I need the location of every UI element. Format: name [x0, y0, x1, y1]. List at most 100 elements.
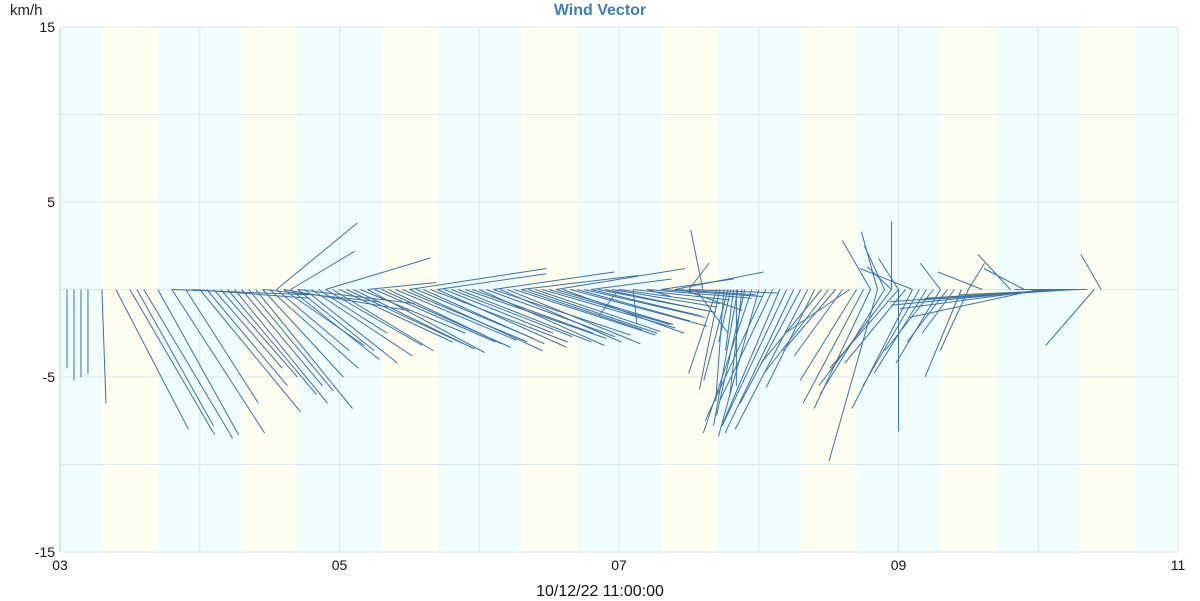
wind-vector-67 — [583, 289, 706, 318]
wind-vector-9 — [157, 289, 239, 435]
wind-vector-78 — [171, 289, 310, 296]
wind-vector-26 — [297, 289, 375, 352]
wind-vector-154 — [937, 271, 983, 290]
wind-vector-15 — [220, 289, 298, 378]
wind-vector-122 — [760, 289, 823, 364]
wind-vector-46 — [437, 289, 567, 348]
wind-vector-66 — [576, 289, 691, 322]
wind-vector-10 — [171, 289, 266, 434]
wind-vector-79 — [192, 289, 310, 299]
wind-vector-49 — [458, 289, 592, 343]
wind-vector-16 — [227, 289, 317, 395]
wind-vector-143 — [939, 289, 969, 351]
wind-vector-68 — [590, 289, 701, 317]
wind-vector-59 — [528, 289, 658, 334]
wind-vector-100 — [681, 289, 743, 311]
wind-vector-19 — [248, 289, 334, 392]
wind-vector-13 — [206, 289, 288, 387]
wind-vector-60 — [534, 289, 661, 332]
wind-vector-87 — [409, 268, 547, 290]
wind-vector-70 — [604, 289, 707, 311]
wind-vector-97 — [674, 271, 764, 290]
wind-vector-133 — [829, 289, 899, 369]
wind-vector-7 — [136, 289, 214, 427]
wind-vector-71 — [611, 289, 718, 308]
wind-vector-20 — [255, 289, 353, 409]
wind-vector-62 — [548, 289, 671, 325]
wind-vector-106 — [718, 289, 732, 343]
wind-vector-98 — [688, 262, 710, 290]
wind-vector-52 — [479, 289, 605, 346]
wind-vector-88 — [437, 273, 547, 290]
x-tick-label: 05 — [332, 557, 348, 573]
wind-vector-39 — [388, 289, 502, 345]
wind-vector-33 — [346, 289, 464, 345]
wind-vector-104 — [715, 289, 725, 402]
wind-vector-114 — [704, 289, 767, 421]
wind-vector-31 — [332, 289, 434, 352]
wind-vector-120 — [734, 289, 809, 430]
wind-vector-48 — [451, 289, 573, 338]
wind-vector-40 — [395, 289, 517, 341]
wind-vector-55 — [500, 289, 622, 343]
y-tick-label: -15 — [35, 544, 55, 560]
wind-vector-17 — [234, 289, 328, 404]
wind-vector-152 — [919, 262, 941, 290]
wind-vector-118 — [724, 289, 795, 434]
y-tick-label: -5 — [43, 369, 56, 385]
wind-vector-32 — [339, 289, 453, 343]
wind-vector-50 — [465, 289, 607, 339]
wind-vector-47 — [444, 289, 554, 334]
wind-vector-123 — [763, 289, 830, 374]
chart-title: Wind Vector — [553, 2, 647, 19]
wind-vector-42 — [409, 289, 543, 352]
wind-vector-139 — [895, 289, 941, 364]
wind-vector-145 — [860, 231, 879, 290]
wind-vector-18 — [241, 289, 323, 387]
x-tick-label: 03 — [52, 557, 68, 573]
wind-vector-166 — [1080, 254, 1102, 290]
x-tick-label: 09 — [891, 557, 907, 573]
wind-vector-125 — [793, 289, 844, 357]
wind-vector-116 — [722, 289, 781, 423]
wind-vector-95 — [646, 289, 672, 297]
wind-vector-24 — [283, 289, 365, 346]
wind-vector-99 — [690, 229, 704, 290]
wind-vector-27 — [304, 289, 398, 364]
wind-vector-63 — [555, 289, 674, 325]
wind-vector-85 — [325, 257, 431, 290]
wind-vector-82 — [297, 289, 415, 304]
wind-vector-91 — [556, 268, 686, 290]
wind-vector-147 — [866, 266, 892, 290]
wind-vector-151 — [859, 268, 913, 290]
wind-vector-128 — [802, 289, 865, 404]
wind-vector-142 — [924, 289, 962, 378]
y-axis-unit-label: km/h — [10, 2, 43, 19]
wind-vector-53 — [486, 289, 616, 338]
wind-vector-57 — [514, 289, 656, 336]
wind-vector-11 — [185, 289, 259, 404]
wind-vector-127 — [799, 289, 857, 381]
timestamp-label: 10/12/22 11:00:00 — [536, 583, 664, 600]
wind-vector-44 — [423, 289, 545, 345]
wind-vector-28 — [311, 289, 413, 357]
wind-vector-132 — [818, 289, 892, 387]
wind-vector-8 — [143, 289, 234, 439]
wind-vector-115 — [719, 289, 774, 400]
vector-series — [66, 221, 1102, 462]
wind-vector-21 — [262, 289, 344, 378]
wind-vector-56 — [507, 289, 641, 345]
wind-vector-23 — [276, 289, 350, 352]
wind-vector-94 — [632, 289, 638, 325]
wind-vector-81 — [283, 289, 409, 311]
wind-vector-107 — [725, 289, 735, 351]
wind-vector-89 — [493, 271, 615, 290]
wind-vector-34 — [353, 289, 475, 350]
wind-vector-165 — [1045, 289, 1095, 346]
wind-vector-146 — [863, 245, 885, 290]
wind-vector-22 — [269, 289, 359, 369]
wind-vector-113 — [717, 289, 760, 437]
wind-vector-156 — [983, 268, 1025, 290]
